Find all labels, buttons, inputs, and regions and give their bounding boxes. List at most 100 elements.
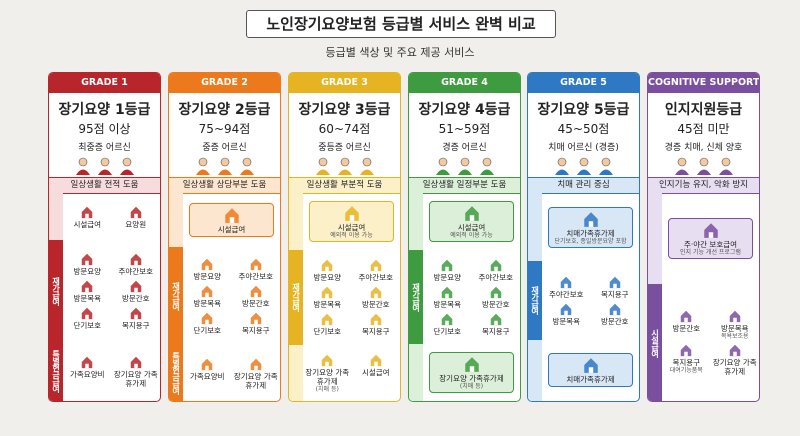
group-label: 재가급여	[528, 261, 542, 340]
service-item: 가족요양비	[63, 355, 112, 388]
service-icon	[82, 307, 93, 320]
person-icon	[239, 157, 254, 175]
care-need: 일상생활 전적 도움	[49, 177, 160, 194]
service-icon	[322, 354, 333, 366]
target-group: 중증 어르신	[202, 143, 247, 153]
service-items: 방문간호 방문목욕 목욕보조용 복지용구 대여기능품목 장기요양 가족휴가제	[662, 284, 759, 401]
service-item: 단기보호	[183, 311, 232, 335]
service-list: 시설급여 요양원 재가급여 방문요양 주야간보호 방문목욕 방문간호 단기보호 복지용구 특별현금…	[49, 193, 160, 401]
service-group: 장기요양 가족휴가제 (치매 등) 시설급여	[289, 344, 400, 401]
service-name: 장기요양 가족휴가제	[305, 367, 350, 386]
service-item: 시설급여 예외적 이용 가능	[429, 201, 514, 242]
service-items: 가족요양비 장기요양 가족휴가제	[183, 345, 280, 401]
service-item: 주·야간 보호급여 인지 기능 개선 프로그램	[668, 218, 753, 259]
service-icon	[464, 357, 479, 372]
service-note: 예외적 이용 가능	[450, 232, 493, 239]
service-name: 복지용구	[241, 326, 270, 335]
service-name: 주야간보호	[118, 266, 154, 276]
service-name: 방문간호	[361, 300, 390, 310]
service-item: 가족요양비	[183, 357, 232, 390]
care-need: 인지기능 유지, 악화 방지	[648, 177, 759, 194]
service-item: 장기요양 가족휴가제 (치매 등)	[429, 352, 514, 393]
service-icon	[609, 276, 620, 289]
service-item: 복지용구	[352, 312, 401, 336]
service-items: 시설급여 예외적 이용 가능	[303, 193, 400, 250]
service-icon	[130, 356, 141, 368]
service-items: 방문요양 주야간보호 방문목욕 방문간호 단기보호 복지용구	[423, 250, 520, 344]
service-item: 방문요양	[63, 252, 112, 276]
target-group: 중등증 어르신	[318, 143, 371, 153]
group-strip	[289, 344, 303, 401]
person-icon	[315, 157, 330, 175]
service-name: 시설급여	[337, 223, 366, 233]
people-row	[49, 157, 160, 175]
grade-label: GRADE 1	[49, 73, 160, 93]
service-icon	[490, 286, 501, 299]
grade-label: GRADE 3	[289, 73, 400, 93]
group-strip	[289, 193, 303, 251]
service-list: 시설급여 예외적 이용 가능 재가급여 방문요양 주야간보호 방문목욕 방문간호 단기보호 복지…	[409, 193, 520, 401]
service-name: 방문목욕	[720, 324, 749, 333]
care-need: 일상생활 일정부분 도움	[409, 177, 520, 194]
target-group: 치매 어르신 (경증)	[548, 143, 619, 153]
service-group: 치매가족휴가제 단기보호, 종일방문요양 포함	[528, 193, 639, 262]
service-items: 치매가족휴가제 단기보호, 종일방문요양 포함	[542, 193, 639, 261]
service-icon	[609, 303, 620, 316]
service-name: 단기보호	[313, 327, 342, 337]
service-name: 방문목욕	[552, 316, 581, 326]
service-items: 시설급여 요양원	[63, 193, 160, 240]
service-icon	[729, 344, 740, 357]
service-item: 시설급여	[189, 203, 274, 237]
service-item: 시설급여	[63, 205, 112, 229]
service-icon	[224, 208, 239, 223]
service-group: 시설급여 예외적 이용 가능	[409, 193, 520, 250]
group-label: 특별현금급여	[169, 345, 183, 401]
grade-card: GRADE 4 장기요양 4등급 51~59점 경증 어르신 일상생활 일정부분 도움 시…	[408, 72, 521, 402]
service-item: 복지용구	[472, 312, 521, 336]
service-icon	[202, 285, 213, 298]
people-row	[409, 157, 520, 175]
service-items: 방문요양 주야간보호 방문목욕 방문간호 단기보호 복지용구	[183, 247, 280, 345]
service-icon	[583, 358, 598, 374]
service-items: 시설급여	[183, 193, 280, 247]
service-name: 주야간보호	[549, 289, 584, 299]
service-name: 장기요양 가족휴가제	[113, 369, 158, 388]
person-icon	[435, 157, 450, 175]
service-name: 단기보호	[193, 326, 222, 335]
service-list: 시설급여 예외적 이용 가능 재가급여 방문요양 주야간보호 방문목욕 방문간호 단기보호 복지…	[289, 193, 400, 401]
service-item: 복지용구 대여기능품목	[662, 343, 711, 376]
grade-label: COGNITIVE SUPPORT	[648, 73, 759, 93]
service-item: 방문목욕	[63, 279, 112, 303]
group-label: 특별현금급여	[49, 341, 63, 401]
service-item: 방문간호	[472, 285, 521, 309]
service-name: 복지용구	[361, 327, 390, 337]
service-name: 주·야간 보호급여	[683, 240, 738, 249]
service-icon	[490, 313, 501, 326]
service-icon	[322, 287, 333, 299]
service-icon	[442, 259, 453, 272]
service-list: 주·야간 보호급여 인지 기능 개선 프로그램 시설급여 방문간호 방문목욕 목욕보조용 복…	[648, 193, 759, 401]
service-icon	[703, 223, 718, 238]
title: 노인장기요양보험 등급별 서비스 완벽 비교	[246, 10, 556, 38]
service-icon	[442, 286, 453, 299]
service-icon	[130, 253, 141, 266]
service-item: 치매가족휴가제	[548, 353, 633, 388]
grade-name: 장기요양 4등급	[418, 102, 511, 118]
grade-label: GRADE 4	[409, 73, 520, 93]
service-name: 방문목욕	[73, 293, 102, 303]
group-strip	[409, 344, 423, 401]
people-row	[169, 157, 280, 175]
service-item: 복지용구	[591, 275, 640, 299]
care-need: 일상생활 상당부분 도움	[169, 177, 280, 194]
service-name: 가족요양비	[190, 371, 225, 381]
service-items: 장기요양 가족휴가제 (치매 등)	[423, 344, 520, 401]
service-item: 단기보호	[303, 312, 352, 336]
service-name: 방문간호	[241, 299, 270, 308]
service-name: 방문요양	[313, 273, 342, 283]
service-item: 장기요양 가족휴가제 (치매 등)	[303, 353, 352, 393]
grade-card: GRADE 1 장기요양 1등급 95점 이상 최중증 어르신 일상생활 전적 도움 시설…	[48, 72, 161, 402]
grade-name: 장기요양 5등급	[537, 102, 630, 118]
service-icon	[729, 310, 740, 323]
service-item: 주야간보호	[352, 258, 401, 282]
